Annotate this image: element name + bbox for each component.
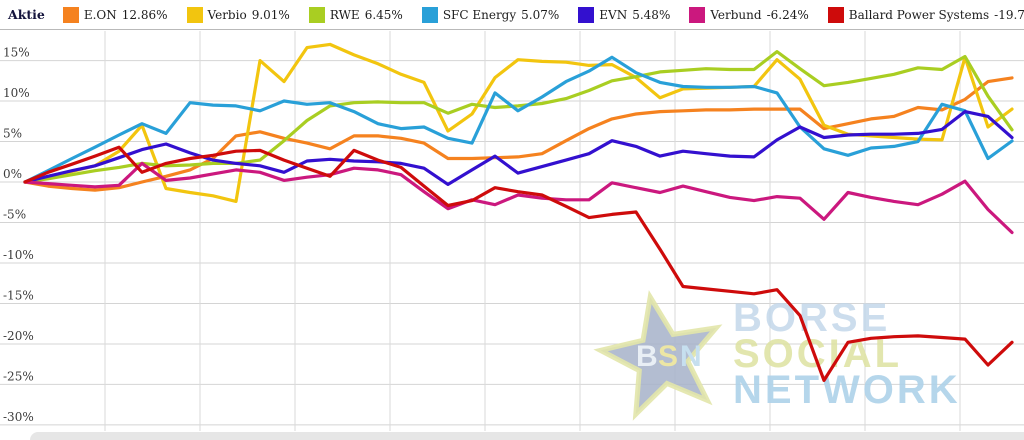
legend-series-change: 12.86%	[121, 7, 168, 22]
series-line-rwe	[23, 49, 1014, 184]
legend: Aktie E.ON 12.86% Verbio 9.01% RWE 6.45% SFC E…	[0, 0, 1024, 30]
legend-item-ballard-power-systems[interactable]: Ballard Power Systems -19.79%	[827, 6, 1024, 23]
legend-series-name: SFC Energy	[442, 7, 517, 22]
y-axis-tick-label: -5%	[3, 208, 26, 222]
watermark-text-borse: BORSE	[733, 296, 890, 340]
legend-title: Aktie	[8, 7, 45, 22]
series-lines	[23, 42, 1014, 382]
series-line-evn	[23, 109, 1014, 186]
y-axis-tick-label: -10%	[3, 248, 34, 262]
legend-item-verbund[interactable]: Verbund -6.24%	[689, 6, 809, 23]
legend-swatch-ballard-power-systems	[827, 6, 844, 23]
legend-swatch-rwe	[308, 6, 325, 23]
series-line-sfc-energy	[23, 55, 1014, 184]
y-axis-tick-label: -20%	[3, 329, 34, 343]
y-axis-tick-label: 10%	[3, 86, 30, 100]
bsn-watermark-letter: B	[636, 340, 658, 373]
legend-series-change: 9.01%	[251, 7, 290, 22]
watermark-text-network: NETWORK	[733, 368, 961, 412]
series-line-verbund	[23, 161, 1014, 235]
legend-series-change: -6.24%	[766, 7, 809, 22]
legend-series-change: 5.48%	[632, 7, 671, 22]
y-axis-tick-label: 0%	[3, 167, 22, 181]
legend-swatch-evn	[578, 6, 595, 23]
legend-swatch-verbio	[186, 6, 203, 23]
legend-swatch-verbund	[689, 6, 706, 23]
series-line-ballard-power-systems	[23, 145, 1014, 382]
bsn-star-icon	[593, 290, 723, 421]
legend-series-name: E.ON	[83, 7, 117, 22]
legend-series-change: 6.45%	[364, 7, 403, 22]
legend-item-rwe[interactable]: RWE 6.45%	[308, 6, 403, 23]
y-axis-tick-label: -15%	[3, 289, 34, 303]
legend-series-name: EVN	[599, 7, 628, 22]
bsn-watermark-letter: S	[658, 340, 678, 373]
legend-swatch-e-on	[62, 6, 79, 23]
legend-swatch-sfc-energy	[421, 6, 438, 23]
legend-items: E.ON 12.86% Verbio 9.01% RWE 6.45% SFC Energy 5…	[62, 6, 1024, 23]
y-axis-tick-label: 15%	[3, 46, 30, 60]
legend-series-change: -19.79%	[994, 7, 1024, 22]
y-axis-tick-label: -30%	[3, 410, 34, 424]
y-axis-tick-label: 5%	[3, 127, 22, 141]
legend-item-sfc-energy[interactable]: SFC Energy 5.07%	[421, 6, 560, 23]
legend-item-verbio[interactable]: Verbio 9.01%	[186, 6, 290, 23]
legend-item-evn[interactable]: EVN 5.48%	[578, 6, 671, 23]
bsn-watermark-letter: N	[680, 340, 702, 373]
legend-item-e-on[interactable]: E.ON 12.86%	[62, 6, 168, 23]
chart-bottom-edge	[30, 432, 1024, 440]
y-axis-tick-label: -25%	[3, 369, 34, 383]
legend-series-change: 5.07%	[521, 7, 560, 22]
series-line-e-on	[23, 76, 1014, 192]
legend-series-name: Verbio	[207, 7, 247, 22]
legend-series-name: Verbund	[710, 7, 762, 22]
legend-series-name: Ballard Power Systems	[848, 7, 990, 22]
gridlines	[0, 31, 1024, 431]
y-axis-labels: 15% 10% 5% 0% -5% -10% -15% -20% -25% -30%	[3, 46, 34, 424]
legend-series-name: RWE	[329, 7, 360, 22]
